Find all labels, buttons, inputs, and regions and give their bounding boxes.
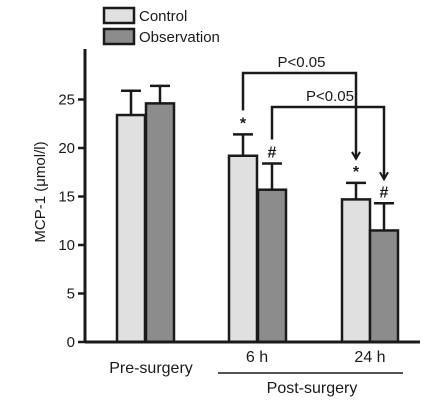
bar (115, 113, 147, 344)
bar (340, 198, 372, 344)
comparison-bracket (241, 71, 358, 159)
y-tick-label: 5 (67, 286, 75, 303)
y-tick-label: 10 (58, 237, 75, 254)
x-tick-label: 6 h (246, 349, 268, 366)
significance-markers: * * # # (240, 115, 389, 201)
y-tick-label: 20 (58, 140, 75, 157)
significance-marker: * (353, 164, 360, 181)
group-label: Post-surgery (267, 380, 358, 397)
y-tick-label: 15 (58, 189, 75, 206)
error-bars (121, 84, 394, 231)
bar (144, 102, 176, 344)
bar (256, 188, 288, 344)
significance-marker: # (268, 145, 277, 162)
y-tick-label: 0 (67, 334, 75, 351)
y-tick-label: 25 (58, 92, 75, 109)
legend-label: Observation (139, 29, 220, 46)
bracket-arrow (351, 151, 361, 161)
x-tick-label: Pre-surgery (109, 360, 193, 377)
y-axis-title: MCP-1 (μmol/l) (32, 141, 49, 242)
bracket-arrow (379, 171, 389, 182)
legend-label: Control (139, 8, 187, 25)
x-axis: Pre-surgery 6 h 24 h Post-surgery (85, 340, 420, 397)
comparison-brackets: P<0.05 P<0.05 (241, 54, 389, 182)
p-value-label: P<0.05 (306, 88, 354, 105)
bar (368, 229, 400, 344)
significance-marker: * (240, 115, 247, 132)
comparison-bracket (270, 105, 386, 180)
p-value-label: P<0.05 (278, 54, 326, 71)
y-axis: 0 5 10 15 20 25 (58, 49, 87, 351)
legend: Control Observation (102, 6, 220, 46)
x-tick-label: 24 h (354, 349, 385, 366)
significance-marker: # (380, 184, 389, 201)
legend-swatch (102, 27, 136, 46)
legend-swatch (102, 6, 136, 25)
bar (227, 154, 259, 344)
